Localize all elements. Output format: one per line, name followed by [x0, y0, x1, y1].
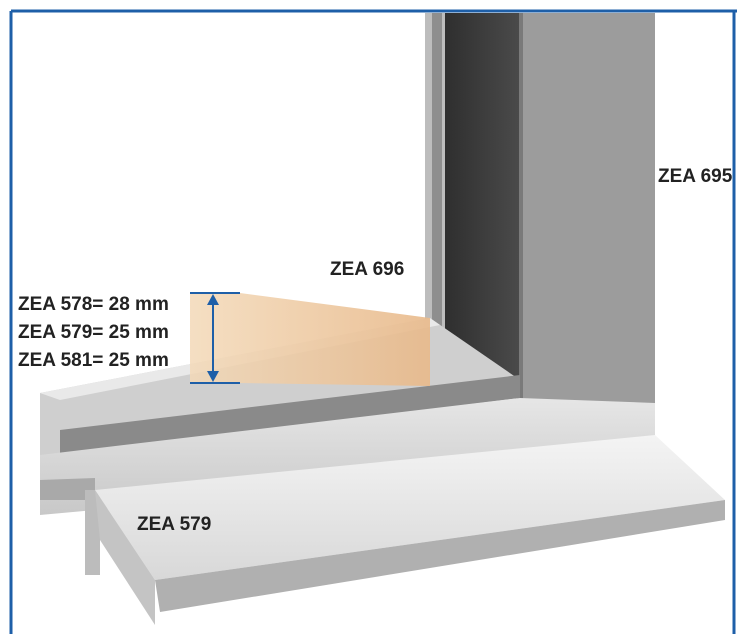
sill-step — [40, 478, 95, 500]
dimension-arrow — [190, 292, 240, 384]
sill-label: ZEA 579 — [137, 514, 211, 535]
glass — [443, 13, 519, 393]
drip-front — [95, 490, 155, 625]
dimension-label: ZEA 578= 28 mm — [18, 294, 169, 315]
sill-groove — [60, 375, 520, 455]
sill-leg — [85, 490, 100, 575]
sash-label: ZEA 696 — [330, 259, 404, 280]
dimension-wedge — [190, 293, 430, 386]
dimension-label: ZEA 581= 25 mm — [18, 350, 169, 371]
frame-profile — [520, 13, 655, 403]
frame-edge — [517, 13, 523, 403]
drip-edge — [155, 500, 725, 612]
sash-edge — [432, 13, 442, 391]
drip-top — [95, 435, 725, 580]
frame-label: ZEA 695 — [658, 166, 733, 187]
border — [9, 9, 737, 634]
dimension-label: ZEA 579= 25 mm — [18, 322, 169, 343]
